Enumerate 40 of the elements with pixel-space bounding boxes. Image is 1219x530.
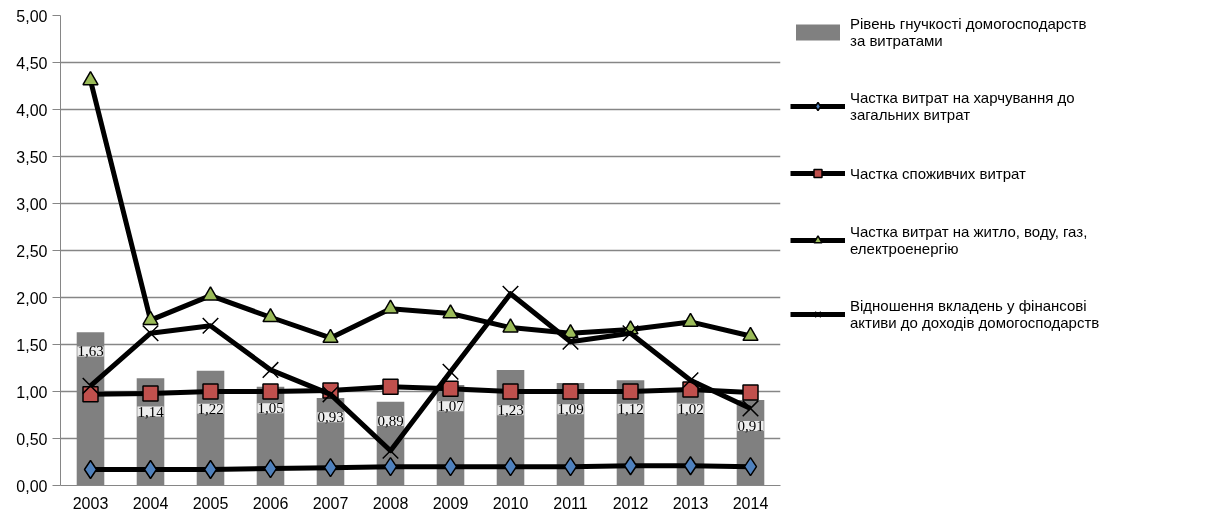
y-tick-label: 3,50 (16, 148, 48, 166)
x-tick-label: 2009 (432, 494, 469, 512)
data-label: 0,89 (377, 412, 404, 429)
data-label: 1,07 (437, 398, 465, 415)
y-tick-label: 4,50 (16, 54, 48, 72)
legend-label: Відношення вкладень у фінансові активи до доходів домогосподарств (850, 297, 1100, 331)
data-label: 1,12 (617, 400, 644, 417)
x-tick-label: 2013 (672, 494, 709, 512)
data-label: 1,14 (137, 403, 165, 420)
x-tick-label: 2003 (72, 494, 109, 512)
x-tick-label: 2006 (252, 494, 289, 512)
y-tick-label: 1,50 (16, 336, 48, 354)
x-tick-label: 2014 (732, 494, 769, 512)
legend-label: Частка споживчих витрат (850, 163, 1026, 183)
x-tick-label: 2010 (492, 494, 529, 512)
x-tick-label: 2007 (312, 494, 349, 512)
y-tick-label: 2,00 (16, 289, 48, 307)
data-label: 0,91 (737, 418, 764, 435)
legend-label: Частка витрат на житло, воду, газ, електроенергію (850, 223, 1088, 257)
x-tick-label: 2011 (553, 494, 588, 512)
data-label: 1,63 (77, 343, 104, 360)
legend-label: Рівень гнучкості домогосподарств за витратами (850, 15, 1087, 49)
data-label: 1,02 (677, 400, 704, 417)
y-tick-label: 3,00 (16, 195, 48, 213)
data-label: 1,09 (557, 401, 584, 418)
y-tick-label: 4,00 (16, 101, 48, 119)
y-tick-label: 1,00 (16, 383, 48, 401)
x-tick-label: 2004 (132, 494, 169, 512)
y-tick-label: 5,00 (16, 7, 48, 25)
y-tick-label: 0,50 (16, 430, 48, 448)
y-tick-label: 0,00 (16, 477, 48, 495)
data-label: 1,23 (497, 402, 524, 419)
x-tick-label: 2012 (612, 494, 649, 512)
x-tick-label: 2005 (192, 494, 229, 512)
legend-label: Частка витрат на харчування до загальних витрат (850, 89, 1075, 123)
data-label: 1,05 (257, 400, 284, 417)
x-tick-label: 2008 (372, 494, 409, 512)
data-label: 0,93 (317, 409, 344, 426)
data-label: 1,22 (197, 400, 224, 417)
y-tick-label: 2,50 (16, 242, 48, 260)
